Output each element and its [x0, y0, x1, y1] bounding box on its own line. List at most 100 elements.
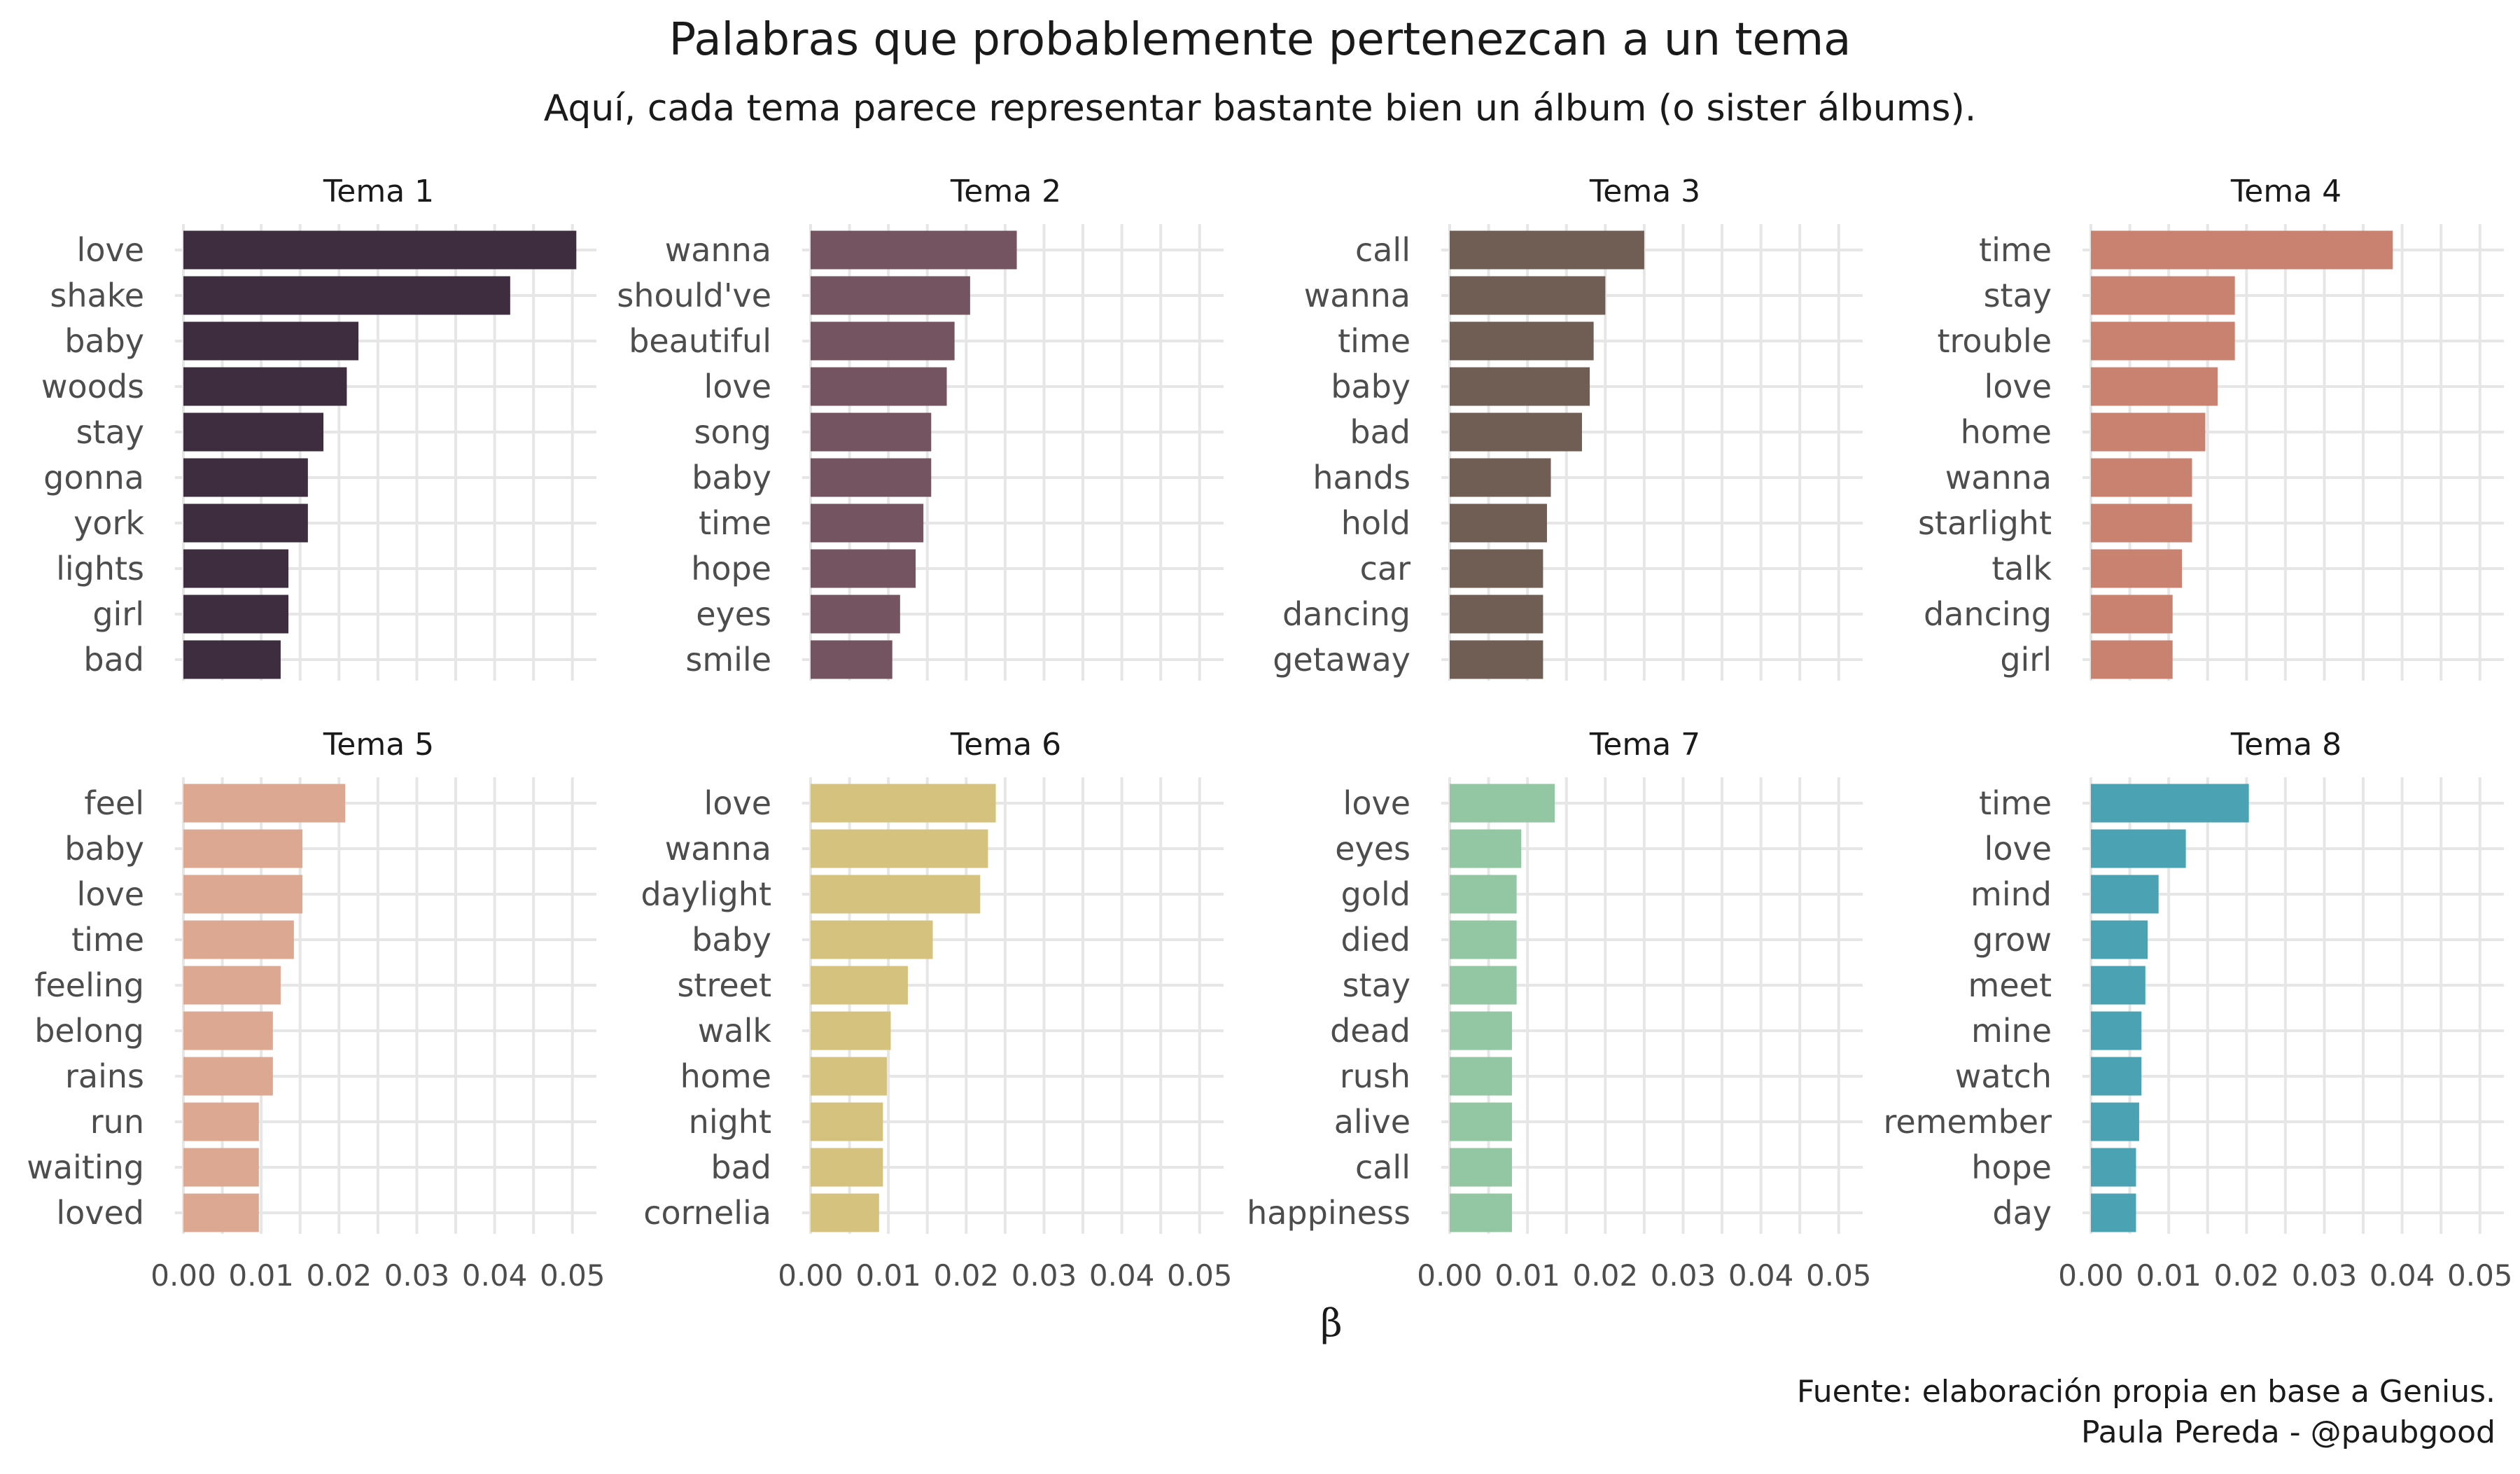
bar — [1450, 276, 1606, 315]
category-label: trouble — [1937, 322, 2052, 360]
category-label: watch — [1955, 1057, 2052, 1095]
bar — [1450, 458, 1551, 497]
bar — [811, 1102, 883, 1141]
bar — [811, 1057, 887, 1096]
x-tick-label: 0.03 — [384, 1258, 450, 1293]
category-label: rush — [1340, 1057, 1410, 1095]
category-label: feel — [84, 784, 144, 822]
bar — [2091, 595, 2173, 634]
bar — [811, 230, 1017, 270]
x-tick-label: 0.02 — [934, 1258, 1000, 1293]
category-label: night — [689, 1103, 771, 1141]
category-label: hands — [1312, 459, 1410, 496]
bar — [1450, 1011, 1512, 1050]
x-tick-label: 0.01 — [2136, 1258, 2202, 1293]
category-label: time — [1338, 322, 1410, 360]
bar — [2091, 503, 2192, 543]
facet-strip-label: Tema 6 — [950, 727, 1061, 763]
category-label: wanna — [665, 231, 771, 269]
category-label: time — [71, 921, 144, 959]
bar — [811, 503, 924, 543]
category-label: call — [1355, 231, 1410, 269]
category-label: car — [1360, 550, 1410, 587]
x-tick-label: 0.03 — [1651, 1258, 1716, 1293]
category-label: home — [680, 1057, 771, 1095]
category-label: love — [1343, 784, 1410, 822]
category-label: time — [1979, 231, 2052, 269]
facet-strip-label: Tema 5 — [323, 727, 434, 763]
bar — [2091, 784, 2249, 823]
facet-panel: Tema 1 love shake baby woods stay gonna york lig… — [41, 174, 596, 681]
bar — [811, 321, 955, 361]
bar — [811, 829, 988, 868]
bar — [183, 321, 359, 361]
x-tick-label: 0.02 — [307, 1258, 372, 1293]
facet-strip-label: Tema 3 — [1589, 174, 1700, 209]
category-label: talk — [1991, 550, 2052, 587]
x-tick-label: 0.00 — [150, 1258, 216, 1293]
chart-title: Palabras que probablemente pertenezcan a… — [669, 14, 1851, 66]
bar — [183, 549, 289, 588]
category-label: dancing — [1282, 595, 1410, 633]
bar — [1450, 412, 1582, 452]
category-label: beautiful — [629, 322, 771, 360]
bar — [1450, 784, 1555, 823]
bar — [811, 875, 981, 914]
bar — [1450, 321, 1594, 361]
category-label: remember — [1883, 1103, 2052, 1141]
facet-panel: Tema 6 love wanna daylight baby street walk hom… — [640, 727, 1232, 1293]
category-label: love — [1984, 368, 2052, 405]
x-tick-label: 0.03 — [2292, 1258, 2358, 1293]
bar — [2091, 367, 2218, 406]
bar — [183, 875, 303, 914]
category-label: woods — [41, 368, 144, 405]
x-tick-label: 0.05 — [1167, 1258, 1233, 1293]
category-label: baby — [692, 459, 771, 496]
bar — [811, 966, 908, 1005]
bar — [811, 640, 892, 679]
category-label: baby — [1331, 368, 1410, 405]
facet-panel: Tema 5 feel baby love time feeling belong rains… — [27, 727, 605, 1293]
bar — [2091, 875, 2159, 914]
category-label: call — [1355, 1148, 1410, 1186]
facet-strip-label: Tema 4 — [2230, 174, 2342, 209]
facet-strip-label: Tema 8 — [2230, 727, 2342, 763]
x-tick-label: 0.05 — [1806, 1258, 1872, 1293]
category-label: home — [1961, 413, 2052, 451]
facet-panels: Tema 1 love shake baby woods stay gonna york lig… — [27, 174, 2512, 1293]
category-label: belong — [34, 1012, 144, 1050]
category-label: dead — [1330, 1012, 1410, 1050]
facet-strip-label: Tema 7 — [1589, 727, 1700, 763]
category-label: street — [677, 966, 771, 1004]
bar — [183, 458, 308, 497]
bar — [2091, 1102, 2139, 1141]
bar — [1450, 875, 1517, 914]
bar — [183, 1148, 259, 1187]
category-label: eyes — [696, 595, 771, 633]
bar — [183, 276, 510, 315]
category-label: grow — [1973, 921, 2052, 959]
category-label: lights — [56, 550, 144, 587]
bar — [2091, 230, 2393, 270]
x-tick-label: 0.01 — [228, 1258, 294, 1293]
bar — [2091, 412, 2206, 452]
bar — [811, 458, 932, 497]
category-label: song — [694, 413, 771, 451]
x-tick-label: 0.00 — [2058, 1258, 2124, 1293]
x-tick-label: 0.04 — [1728, 1258, 1794, 1293]
category-label: wanna — [665, 830, 771, 868]
facet-panel: Tema 8 time love mind grow meet mine watch remem… — [1883, 727, 2512, 1293]
bar — [2091, 1193, 2136, 1232]
category-label: alive — [1334, 1103, 1410, 1141]
bar — [183, 1011, 273, 1050]
category-label: york — [74, 504, 144, 542]
facet-panel: Tema 7 love eyes gold died stay dead rush alive c… — [1247, 727, 1871, 1293]
x-tick-label: 0.05 — [2447, 1258, 2513, 1293]
category-label: girl — [92, 595, 144, 633]
bar — [1450, 595, 1544, 634]
bar — [183, 595, 289, 634]
category-label: love — [704, 368, 771, 405]
category-label: getaway — [1273, 641, 1410, 679]
